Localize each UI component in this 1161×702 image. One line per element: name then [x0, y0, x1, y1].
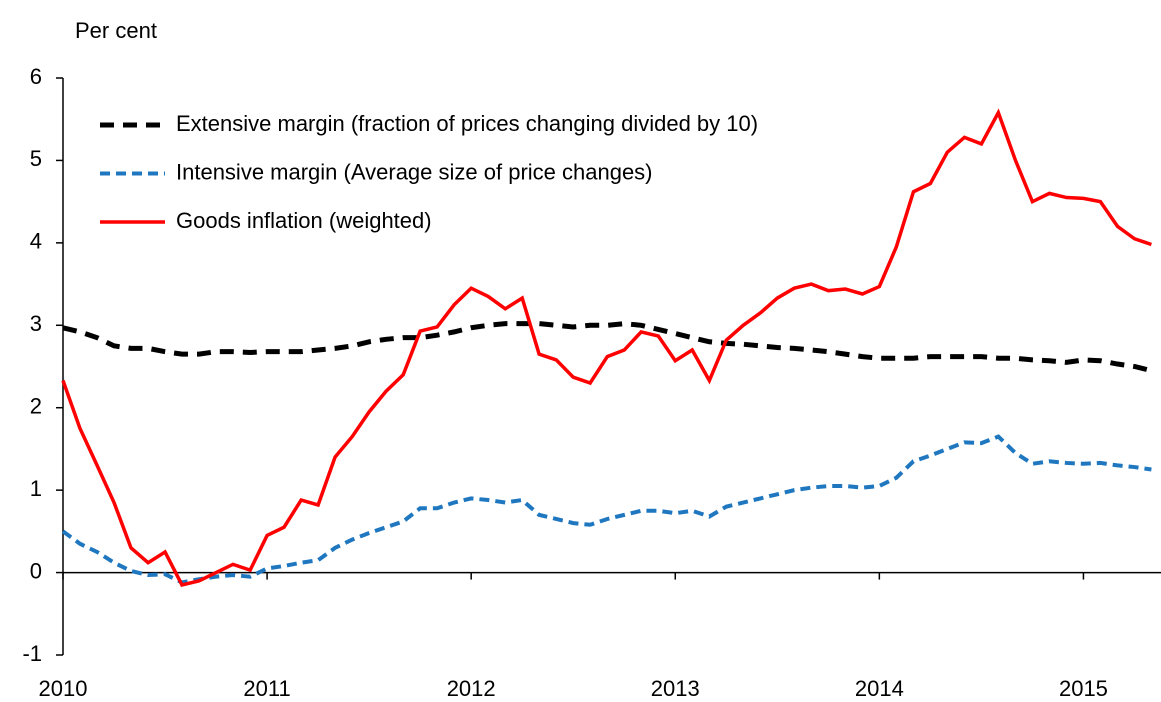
y-tick-label: 1: [30, 476, 42, 501]
series-line: [62, 321, 1153, 374]
y-tick-label: 0: [30, 558, 42, 583]
y-tick-label: -1: [22, 641, 42, 666]
x-tick-label: 2010: [39, 676, 88, 701]
x-tick-label: 2013: [651, 676, 700, 701]
series-line: [61, 434, 1152, 585]
x-tick-label: 2012: [447, 676, 496, 701]
x-tick-label: 2011: [243, 676, 290, 701]
y-tick-label: 6: [30, 64, 42, 89]
y-tick-label: 3: [30, 311, 42, 336]
legend-label: Goods inflation (weighted): [176, 208, 432, 233]
y-axis-label: Per cent: [75, 18, 157, 43]
legend-label: Intensive margin (Average size of price …: [176, 159, 653, 184]
x-tick-label: 2015: [1059, 676, 1108, 701]
y-tick-label: 5: [30, 146, 42, 171]
x-tick-label: 2014: [855, 676, 904, 701]
y-tick-label: 4: [30, 229, 42, 254]
series-line: [61, 108, 1152, 587]
legend-label: Extensive margin (fraction of prices cha…: [176, 111, 758, 136]
y-tick-label: 2: [30, 394, 42, 419]
